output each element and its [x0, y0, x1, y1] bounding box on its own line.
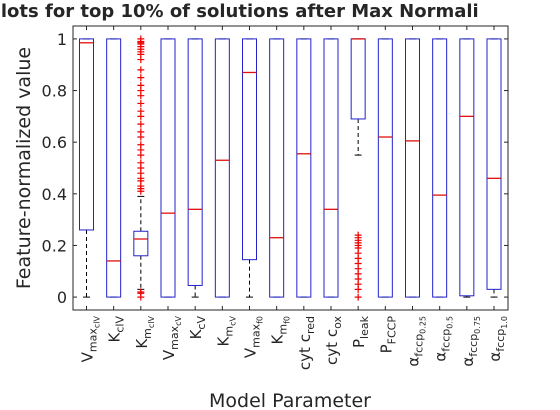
- outlier-point: [137, 99, 145, 107]
- x-tick-label: αfccp1.0: [486, 316, 509, 362]
- chart-title: plots for top 10% of solutions after Max…: [0, 1, 479, 22]
- y-axis-label: Feature-normalized value: [13, 47, 35, 289]
- box-12: [377, 38, 393, 298]
- box-iqr: [133, 230, 149, 257]
- y-tick-label: 0.2: [42, 236, 67, 255]
- boxes: [79, 35, 502, 301]
- x-tick-label: αfccp0.25: [405, 316, 428, 367]
- box-16: [486, 38, 502, 298]
- box-iqr: [106, 38, 122, 298]
- outlier-point: [137, 74, 145, 82]
- outlier-point: [137, 120, 145, 128]
- box-iqr: [214, 38, 230, 298]
- x-tick-label: Vmaxf0: [242, 316, 265, 358]
- outlier-point: [354, 231, 362, 239]
- box-iqr: [187, 38, 203, 286]
- y-axis: 0 0.2 0.4 0.6 0.8 1: [42, 30, 508, 307]
- outlier-point: [137, 288, 145, 296]
- box-7: [242, 38, 257, 298]
- box-iqr: [242, 38, 257, 261]
- x-tick-label: KmclV: [133, 315, 156, 348]
- box-iqr: [377, 38, 393, 298]
- box-5: [187, 38, 203, 298]
- x-tick-label: Pleak: [350, 315, 371, 348]
- box-13: [405, 38, 420, 298]
- x-tick-label: KclV: [106, 316, 127, 343]
- outlier-point: [137, 128, 145, 136]
- box-15: [459, 38, 475, 298]
- y-tick-label: 1: [57, 30, 67, 49]
- outlier-point: [137, 81, 145, 89]
- box-11: [350, 38, 366, 301]
- y-tick-label: 0: [57, 288, 67, 307]
- x-axis-label: Model Parameter: [209, 390, 371, 410]
- box-iqr: [160, 38, 176, 298]
- box-iqr: [323, 38, 339, 298]
- box-iqr: [269, 38, 285, 298]
- plot-area: [72, 25, 509, 311]
- x-tick-label: VmaxcV: [160, 315, 183, 360]
- outlier-point: [137, 141, 145, 149]
- outlier-point: [137, 66, 145, 74]
- box-iqr: [405, 38, 420, 298]
- x-tick-label: Kmf0: [269, 316, 292, 344]
- box-14: [432, 38, 448, 298]
- outlier-point: [354, 293, 362, 301]
- y-tick-label: 0.6: [42, 133, 67, 152]
- outlier-point: [137, 159, 145, 167]
- y-tick-label: 0.8: [42, 82, 67, 101]
- box-iqr: [296, 38, 312, 298]
- box-3: [133, 35, 149, 301]
- x-tick-label: cyt cox: [323, 316, 344, 365]
- x-tick-label: KmcV: [214, 315, 237, 346]
- box-iqr: [459, 38, 475, 297]
- outlier-point: [137, 107, 145, 115]
- x-axis: VmaxclVKclVKmclVVmaxcVKcVKmcVVmaxf0Kmf0c…: [79, 26, 509, 370]
- box-6: [214, 38, 230, 298]
- x-tick-label: cyt cred: [296, 316, 317, 370]
- outlier-point: [137, 35, 145, 43]
- x-tick-label: αfccp0.5: [432, 316, 455, 362]
- box-iqr: [432, 38, 448, 298]
- y-tick-label: 0.4: [42, 185, 67, 204]
- x-tick-label: VmaxclV: [79, 315, 102, 362]
- x-tick-label: KcV: [187, 316, 208, 340]
- box-1: [79, 38, 94, 298]
- box-10: [323, 38, 339, 298]
- box-iqr: [79, 38, 94, 231]
- x-tick-label: PFCCP: [377, 316, 398, 354]
- box-iqr: [486, 38, 502, 290]
- x-tick-label: αfccp0.75: [459, 316, 482, 367]
- box-4: [160, 38, 176, 298]
- box-2: [106, 38, 122, 298]
- box-8: [269, 38, 285, 298]
- box-9: [296, 38, 312, 298]
